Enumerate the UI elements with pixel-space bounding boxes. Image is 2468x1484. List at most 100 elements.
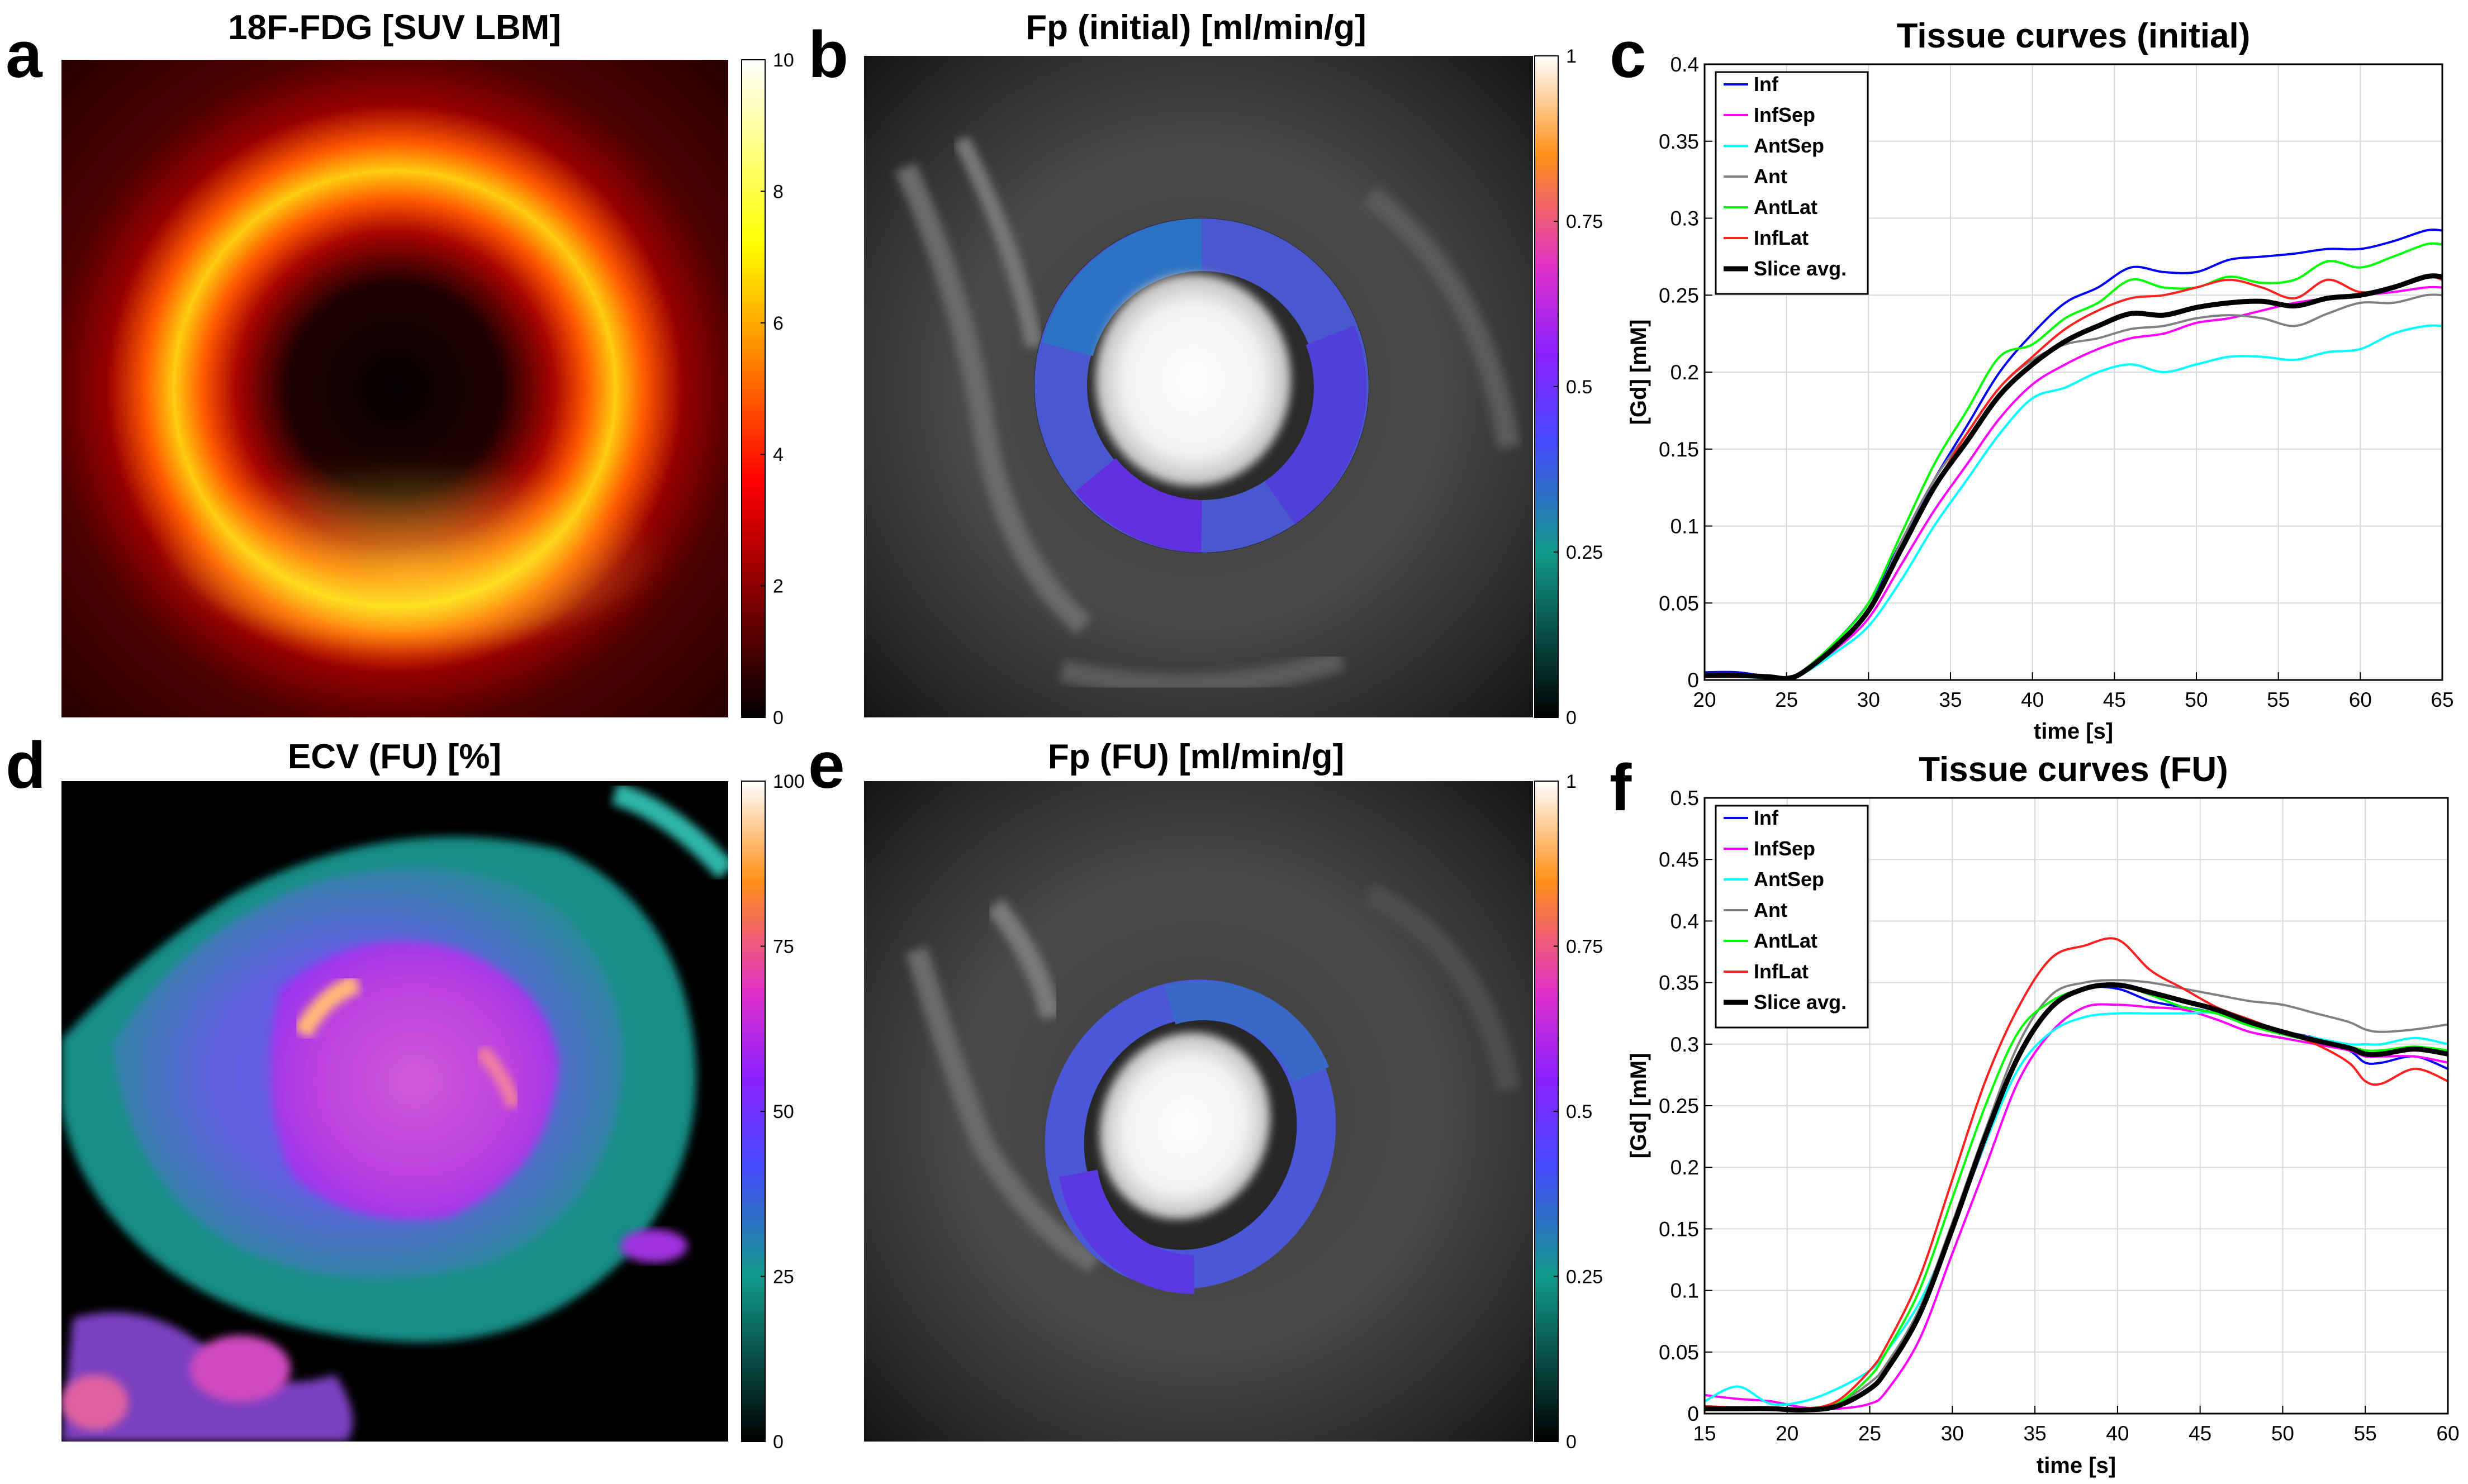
x-tick-label: 50 — [2185, 688, 2208, 711]
x-tick-label: 25 — [1775, 688, 1798, 711]
x-tick-label: 45 — [2189, 1422, 2211, 1445]
mri-image — [864, 781, 1533, 1442]
y-tick-label: 0.1 — [1670, 515, 1699, 538]
chart-title: Tissue curves (initial) — [1897, 17, 2251, 55]
y-tick-label: 0.05 — [1659, 592, 1699, 615]
colorbar-ticks: 0 0.25 0.5 0.75 1 — [1554, 46, 1603, 729]
legend-label: Slice avg. — [1754, 991, 1847, 1014]
series-line-antlat — [1705, 242, 2442, 680]
x-tick-label: 20 — [1693, 688, 1716, 711]
colorbar-tick-label: 0 — [1566, 1431, 1577, 1453]
y-tick-label: 0.05 — [1659, 1341, 1699, 1364]
colorbar-tick-label: 0.5 — [1566, 1101, 1592, 1122]
colorbar-tick-label: 10 — [773, 50, 794, 71]
colorbar-ticks: 0 2 4 6 8 10 — [761, 50, 794, 729]
x-tick-label: 40 — [2021, 688, 2044, 711]
y-tick-label: 0.25 — [1659, 284, 1699, 307]
colorbar-tick-label: 4 — [773, 444, 784, 465]
x-tick-label: 55 — [2354, 1422, 2377, 1445]
x-axis-label: time [s] — [2034, 719, 2113, 744]
colorbar-tick-label: 2 — [773, 576, 784, 597]
legend-label: Slice avg. — [1754, 257, 1847, 280]
plot-area — [1705, 937, 2448, 1413]
panel-letter: b — [808, 18, 848, 92]
series-line-slice-avg — [1705, 273, 2442, 680]
x-tick-label: 55 — [2267, 688, 2290, 711]
y-tick-label: 0.3 — [1670, 1033, 1699, 1056]
y-axis-label: [Gd] [mM] — [1626, 320, 1651, 425]
colorbar-tick-label: 0.5 — [1566, 377, 1592, 398]
y-axis-label: [Gd] [mM] — [1626, 1053, 1651, 1159]
series-line-slice-avg — [1705, 982, 2448, 1413]
colorbar-tick-label: 6 — [773, 313, 784, 334]
colorbar-tick-label: 0 — [1566, 707, 1577, 729]
y-tick-label: 0.15 — [1659, 438, 1699, 461]
colorbar-ticks: 0 25 50 75 100 — [761, 771, 805, 1453]
panel-b: b Fp (initial) [ml/min/g] 0 0.25 0.5 0.75 1 — [808, 8, 1603, 729]
panel-letter: c — [1610, 18, 1646, 92]
y-tick-label: 0.1 — [1670, 1280, 1699, 1302]
x-tick-label: 40 — [2106, 1422, 2129, 1445]
panel-a: a 18F-FDG [SUV LBM] 0 2 4 6 8 10 — [6, 8, 794, 729]
colorbar-tick-label: 100 — [773, 771, 805, 792]
legend-label: Inf — [1754, 806, 1779, 829]
legend-label: AntLat — [1754, 196, 1817, 218]
y-tick-label: 0.35 — [1659, 130, 1699, 153]
y-tick-label: 0.5 — [1670, 787, 1699, 810]
y-tick-label: 0.45 — [1659, 848, 1699, 871]
legend-label: InfLat — [1754, 960, 1809, 983]
series-line-infsep — [1705, 286, 2442, 680]
y-tick-label: 0.15 — [1659, 1217, 1699, 1240]
colorbar-tick-label: 0 — [773, 707, 784, 729]
legend-label: InfSep — [1754, 103, 1815, 126]
legend-label: InfLat — [1754, 226, 1809, 249]
legend-label: AntSep — [1754, 868, 1824, 891]
colorbar-tick-label: 25 — [773, 1267, 794, 1288]
panel-title: Fp (initial) [ml/min/g] — [1026, 8, 1366, 47]
panel-d: d ECV (FU) [%] 0 25 50 75 100 — [6, 729, 805, 1453]
panel-letter: a — [6, 18, 43, 92]
y-tick-label: 0 — [1687, 1402, 1699, 1425]
x-tick-label: 15 — [1693, 1422, 1716, 1445]
series-line-infsep — [1705, 1003, 2448, 1410]
x-tick-label: 20 — [1776, 1422, 1798, 1445]
panel-letter: d — [6, 729, 46, 802]
colorbar-tick-label: 0 — [773, 1431, 784, 1453]
panel-letter: e — [808, 729, 845, 802]
x-tick-label: 60 — [2436, 1422, 2459, 1445]
x-tick-label: 30 — [1857, 688, 1880, 711]
chart-title: Tissue curves (FU) — [1919, 750, 2228, 789]
series-line-antsep — [1705, 324, 2442, 680]
y-tick-label: 0.2 — [1670, 361, 1699, 384]
colorbar — [741, 59, 766, 718]
series-line-inf — [1705, 986, 2448, 1411]
x-tick-label: 60 — [2349, 688, 2372, 711]
legend-box — [1715, 71, 1869, 295]
legend-label: AntSep — [1754, 134, 1824, 157]
y-tick-label: 0.25 — [1659, 1095, 1699, 1117]
pet-image — [61, 60, 728, 717]
colorbar-tick-label: 0.75 — [1566, 936, 1603, 958]
axis-ticks: 15 20 25 30 35 40 45 50 55 60 0 0.05 0.1 0.15 0.2 0.25 0… — [1659, 787, 2460, 1445]
panel-e: e Fp (FU) [ml/min/g] 0 0.25 0.5 0.75 1 — [808, 729, 1603, 1453]
x-tick-label: 45 — [2103, 688, 2126, 711]
panel-title: 18F-FDG [SUV LBM] — [228, 8, 561, 47]
legend-box — [1715, 805, 1869, 1029]
colorbar-tick-label: 1 — [1566, 46, 1577, 67]
panel-title: ECV (FU) [%] — [288, 738, 501, 776]
x-axis-label: time [s] — [2037, 1453, 2116, 1478]
panel-c: c Tissue curves (initial) 20 25 30 35 40 45 50… — [1610, 17, 2454, 744]
panel-f: f Tissue curves (FU) 15 20 25 30 35 40 45 50 55 6… — [1610, 750, 2460, 1478]
colorbar-tick-label: 8 — [773, 181, 784, 202]
axis-ticks: 20 25 30 35 40 45 50 55 60 65 0 0.05 0.1 0.15 0.2 0.25 0… — [1659, 53, 2454, 711]
x-tick-label: 25 — [1858, 1422, 1881, 1445]
x-tick-label: 50 — [2271, 1422, 2294, 1445]
series-line-ant — [1705, 979, 2448, 1411]
y-tick-label: 0.2 — [1670, 1156, 1699, 1179]
colorbar-tick-label: 1 — [1566, 771, 1577, 792]
legend-label: AntLat — [1754, 929, 1817, 952]
legend: Inf InfSep AntSep Ant AntLat InfLat Slice avg. — [1715, 805, 1869, 1029]
colorbar-tick-label: 50 — [773, 1101, 794, 1122]
colorbar-ticks: 0 0.25 0.5 0.75 1 — [1554, 771, 1603, 1453]
